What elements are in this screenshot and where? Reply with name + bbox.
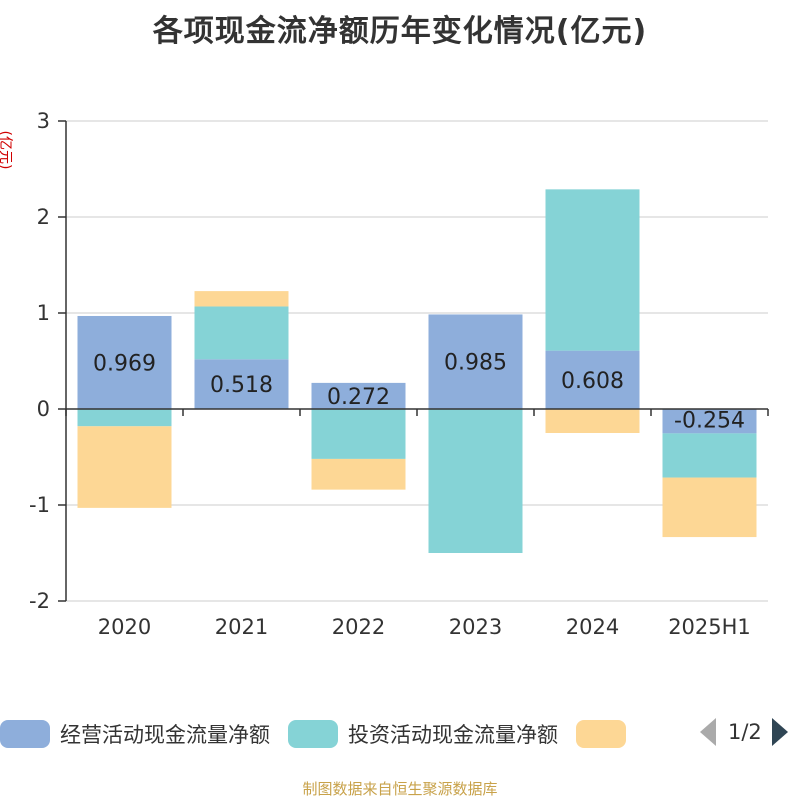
- x-tick-label: 2020: [98, 615, 151, 639]
- bar-operating-2021: [194, 359, 289, 409]
- legend-item-operating[interactable]: 经营活动现金流量净额: [0, 719, 270, 749]
- bar-investing-2023: [428, 409, 523, 553]
- y-tick-label: 1: [37, 301, 50, 325]
- bar-investing-2025H1: [662, 433, 757, 478]
- legend-swatch-operating: [0, 720, 50, 748]
- bar-financing-2021: [194, 291, 289, 307]
- bar-financing-2025H1: [662, 477, 757, 538]
- data-label-operating-2023: 0.985: [444, 351, 507, 376]
- data-label-operating-2024: 0.608: [561, 369, 624, 394]
- legend-swatch-financing: [576, 720, 626, 748]
- y-tick-label: -1: [29, 493, 50, 517]
- y-tick-label: 3: [37, 109, 50, 133]
- bar-investing-2020: [77, 409, 172, 427]
- chart-title: 各项现金流净额历年变化情况(亿元): [152, 14, 648, 49]
- bar-financing-2020: [77, 426, 172, 508]
- bar-investing-2022: [311, 409, 406, 459]
- bar-financing-2022: [311, 458, 406, 490]
- y-tick-label: -2: [29, 589, 50, 613]
- bar-operating-2025H1: [662, 409, 757, 434]
- legend-page-indicator: 1/2: [728, 720, 762, 744]
- legend-pager: 1/2: [700, 718, 788, 746]
- bar-operating-2022: [311, 382, 406, 409]
- y-tick-label: 2: [37, 205, 50, 229]
- data-label-operating-2020: 0.969: [93, 351, 156, 376]
- stacked-bar-chart: -2 -1 0 1 2 3 0.969 2020 0.518 2021 0.272 2022 0.985…: [29, 109, 769, 639]
- legend-swatch-investing: [288, 720, 338, 748]
- legend: 经营活动现金流量净额 投资活动现金流量净额: [0, 716, 654, 752]
- data-label-operating-2022: 0.272: [327, 385, 390, 410]
- bar-financing-2024: [545, 409, 640, 433]
- next-page-icon[interactable]: [771, 718, 788, 746]
- data-label-operating-2025H1: -0.254: [674, 408, 745, 433]
- x-tick-label: 2023: [449, 615, 502, 639]
- x-tick-label: 2025H1: [668, 615, 751, 639]
- bar-operating-2024: [545, 350, 640, 409]
- legend-item-investing[interactable]: 投资活动现金流量净额: [288, 719, 558, 749]
- source-footer: 制图数据来自恒生聚源数据库: [302, 780, 498, 798]
- previous-page-icon[interactable]: [700, 718, 716, 746]
- bar-operating-2023: [428, 314, 523, 409]
- legend-label-investing: 投资活动现金流量净额: [348, 723, 558, 747]
- x-tick-label: 2021: [215, 615, 268, 639]
- bar-investing-2024: [545, 189, 640, 351]
- bar-investing-2021: [194, 306, 289, 360]
- legend-label-operating: 经营活动现金流量净额: [60, 723, 270, 747]
- bar-operating-2020: [77, 315, 172, 409]
- y-tick-label: 0: [37, 397, 50, 421]
- x-tick-label: 2022: [332, 615, 385, 639]
- x-tick-label: 2024: [566, 615, 619, 639]
- data-label-operating-2021: 0.518: [210, 373, 273, 398]
- legend-item-financing[interactable]: [576, 720, 636, 748]
